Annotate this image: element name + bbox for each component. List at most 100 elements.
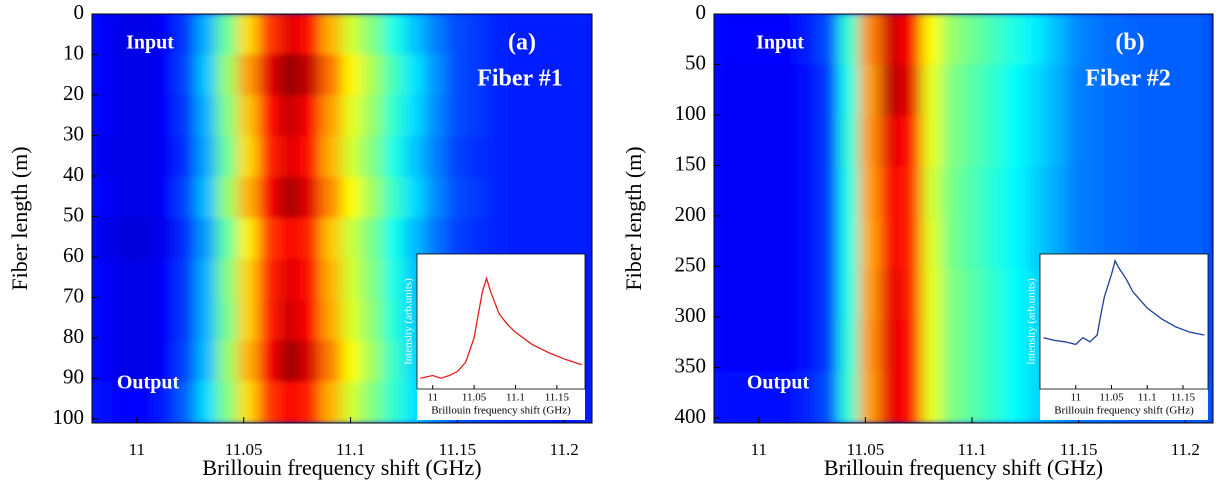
- heatmap-cell: [714, 218, 736, 271]
- heatmap-cell: [279, 14, 301, 56]
- heatmap-cell: [1046, 14, 1068, 66]
- heatmap-cell: [549, 177, 572, 219]
- heatmap-cell: [383, 258, 405, 301]
- heatmap-cell: [942, 320, 964, 373]
- x-axis-label: Brillouin frequency shift (GHz): [202, 455, 481, 480]
- heatmap-cell: [879, 14, 902, 66]
- heatmap-cell: [383, 54, 405, 97]
- heatmap-cell: [195, 54, 218, 97]
- heatmap-cell: [963, 64, 985, 117]
- heatmap-cell: [258, 218, 280, 260]
- heatmap-cell: [775, 320, 798, 373]
- heatmap-cell: [362, 14, 385, 56]
- heatmap-cell: [921, 218, 944, 271]
- heatmap-cell: [466, 177, 489, 219]
- heatmap-cell: [216, 14, 239, 56]
- heatmap-cell: [900, 166, 923, 219]
- heatmap-cell: [320, 381, 343, 423]
- heatmap-cell: [154, 136, 176, 179]
- heatmap-cell: [796, 269, 819, 322]
- heatmap-cell: [714, 64, 736, 117]
- heatmap-cell: [838, 218, 861, 271]
- heatmap-cell: [1150, 115, 1172, 168]
- heatmap-cell: [445, 95, 468, 138]
- heatmap-cell: [508, 14, 530, 56]
- heatmap-cell: [775, 115, 798, 168]
- heatmap-cell: [112, 381, 135, 423]
- heatmap-cell: [921, 115, 944, 168]
- heatmap-cell: [1191, 115, 1213, 168]
- y-tick-label: 50: [685, 50, 706, 74]
- heatmap-cell: [383, 218, 405, 260]
- heatmap-cell: [279, 177, 301, 219]
- heatmap-cell: [817, 371, 840, 423]
- heatmap-cell: [714, 269, 736, 322]
- y-tick-label: 400: [675, 404, 707, 428]
- heatmap-cell: [133, 218, 155, 260]
- heatmap-cell: [983, 14, 1006, 66]
- heatmap-cell: [174, 177, 197, 219]
- x-tick-label: 11.2: [1171, 440, 1200, 459]
- annotation: Output: [747, 372, 810, 394]
- heatmap-cell: [424, 54, 447, 97]
- heatmap-cell: [859, 166, 881, 219]
- heatmap-cell: [529, 136, 551, 179]
- heatmap-cell: [734, 218, 757, 271]
- heatmap-cell: [900, 115, 923, 168]
- heatmap-cell: [279, 258, 301, 301]
- heatmap-cell: [174, 218, 197, 260]
- x-tick-label: 11.05: [225, 440, 263, 459]
- heatmap-cell: [279, 340, 301, 383]
- heatmap-cell: [320, 136, 343, 179]
- heatmap-cell: [1025, 115, 1048, 168]
- heatmap-cell: [258, 177, 280, 219]
- heatmap-cell: [466, 14, 489, 56]
- heatmap-cell: [963, 218, 985, 271]
- heatmap-cell: [570, 177, 592, 219]
- x-axis-label: Brillouin frequency shift (GHz): [824, 455, 1103, 480]
- annotation: Output: [117, 372, 180, 394]
- y-tick-label: 80: [63, 324, 84, 348]
- heatmap-cell: [1004, 269, 1027, 322]
- heatmap-cell: [237, 340, 260, 383]
- heatmap-cell: [195, 136, 218, 179]
- heatmap-cell: [92, 177, 114, 219]
- y-tick-label: 60: [63, 243, 84, 267]
- heatmap-cell: [133, 95, 155, 138]
- heatmap-cell: [838, 166, 861, 219]
- heatmap-cell: [154, 95, 176, 138]
- heatmap-cell: [154, 340, 176, 383]
- heatmap-cell: [362, 177, 385, 219]
- heatmap-cell: [258, 299, 280, 342]
- x-tick-label: 11.15: [439, 440, 477, 459]
- y-tick-label: 0: [696, 0, 707, 24]
- heatmap-cell: [755, 320, 777, 373]
- heatmap-cell: [755, 115, 777, 168]
- heatmap-cell: [216, 258, 239, 301]
- heatmap-cell: [1170, 64, 1193, 117]
- heatmap-cell: [487, 95, 510, 138]
- heatmap-cell: [216, 95, 239, 138]
- heatmap-cell: [92, 54, 114, 97]
- heatmap-cell: [133, 299, 155, 342]
- heatmap-cell: [445, 136, 468, 179]
- heatmap-cell: [1046, 166, 1068, 219]
- heatmap-cell: [341, 177, 364, 219]
- inset-x-axis-label: Brillouin frequency shift (GHz): [431, 405, 571, 417]
- inset-x-tick-label: 11.05: [1099, 392, 1124, 404]
- heatmap-cell: [775, 269, 798, 322]
- heatmap-cell: [112, 54, 135, 97]
- heatmap-cell: [299, 381, 322, 423]
- heatmap-cell: [549, 136, 572, 179]
- heatmap-cell: [1170, 14, 1193, 66]
- y-axis-label: Fiber length (m): [7, 146, 32, 290]
- heatmap-cell: [383, 95, 405, 138]
- heatmap-cell: [1150, 166, 1172, 219]
- heatmap-cell: [424, 218, 447, 260]
- heatmap-cell: [529, 177, 551, 219]
- heatmap-cell: [549, 14, 572, 56]
- y-tick-label: 100: [675, 101, 707, 125]
- heatmap-cell: [362, 340, 385, 383]
- y-tick-label: 250: [675, 252, 707, 276]
- heatmap-cell: [320, 177, 343, 219]
